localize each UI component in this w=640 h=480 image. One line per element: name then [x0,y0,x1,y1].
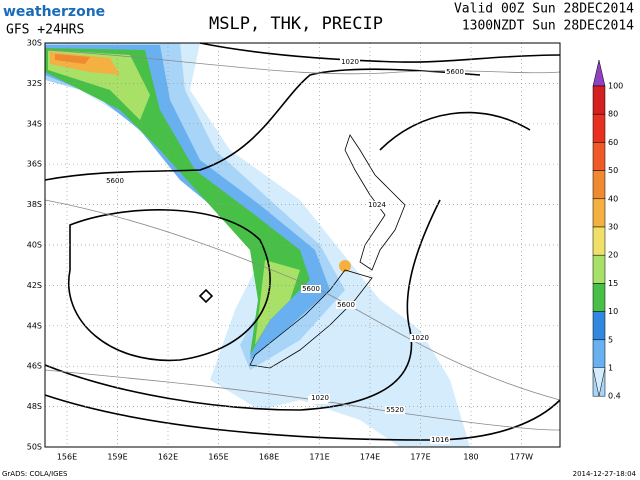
legend-label: 40 [608,194,618,203]
lat-label: 48S [27,402,42,411]
legend-label: 50 [608,166,618,175]
contour-label-bg [340,58,360,66]
lat-label: 38S [27,200,42,209]
legend-swatch [592,113,606,143]
mslp-contours [44,42,561,441]
map: 1020560010201024560056001020102055201016… [44,42,561,448]
lon-label: 159E [107,453,127,462]
brand: weatherzone [3,4,105,20]
contour-label: 5600 [446,68,464,76]
legend-label: 30 [608,223,618,232]
legend: 100 80 60 50 40 30 20 15 10 5 1 0.4 [592,59,623,401]
lon-label: 168E [259,453,279,462]
contour-label-bg [430,436,450,444]
lon-label: 162E [158,453,178,462]
legend-label: 1 [608,364,613,373]
contour-label: 1020 [411,334,429,342]
legend-label: 100 [608,82,623,91]
legend-swatch [592,198,606,228]
legend-label: 60 [608,138,618,147]
lon-label: 165E [208,453,228,462]
legend-swatch [592,85,606,115]
map-frame [44,42,561,448]
lat-label: 44S [27,321,42,330]
lat-label: 46S [27,362,42,371]
contour-label-bg [410,334,430,342]
lat-label: 40S [27,241,42,250]
contour-label: 1024 [368,201,386,209]
lat-label: 42S [27,281,42,290]
lat-label: 34S [27,119,42,128]
legend-swatch [592,339,606,369]
legend-bottom [592,367,606,397]
legend-swatch [592,142,606,171]
timestamp: 2014-12-27-18:04 [573,470,637,478]
lat-labels: 30S 32S 34S 36S 38S 40S 42S 44S 46S 48S 50S [27,39,42,452]
contour-label: 1020 [311,394,329,402]
lat-label: 30S [27,39,42,48]
contour-label: 5600 [337,301,355,309]
lat-label: 32S [27,79,42,88]
contour-label: 5600 [106,177,124,185]
valid-local: 1300NZDT Sun 28DEC2014 [462,19,634,34]
contour-label: 1020 [341,58,359,66]
lat-label: 50S [27,443,42,452]
legend-label: 20 [608,251,618,260]
lon-label: 156E [57,453,77,462]
legend-label: 10 [608,307,618,316]
coastline [249,134,406,369]
contour-labels: 1020560010201024560056001020102055201016… [105,58,465,444]
legend-swatch [592,311,606,341]
contour-label: 5600 [302,285,320,293]
legend-label: 0.4 [608,392,621,401]
credit: GrADS: COLA/IGES [2,470,68,478]
map-title: MSLP, THK, PRECIP [209,14,383,34]
contour-label: 1016 [431,436,449,444]
contour-label: 5520 [386,406,404,414]
lon-label: 177W [510,453,533,462]
contour-label-bg [367,201,387,209]
legend-swatch [592,254,606,284]
contour-label-bg [385,406,405,414]
contour-label-bg [301,285,321,293]
grid [45,43,560,447]
legend-swatch [592,226,606,256]
contour-label-bg [336,301,356,309]
lon-label: 177E [410,453,430,462]
legend-label: 5 [608,335,613,344]
legend-swatch [592,283,606,312]
contour-label-bg [445,68,465,76]
lon-label: 171E [309,453,329,462]
lat-label: 36S [27,160,42,169]
legend-swatch [592,170,606,200]
model-label: GFS +24HRS [6,23,84,38]
contour-label-bg [105,177,125,185]
lon-label: 174E [360,453,380,462]
legend-label: 80 [608,110,618,119]
valid-utc: Valid 00Z Sun 28DEC2014 [454,2,634,17]
contour-label-bg [310,394,330,402]
legend-label: 15 [608,279,618,288]
lon-label: 180 [463,453,478,462]
lon-labels: 156E 159E 162E 165E 168E 171E 174E 177E 180 177W [57,453,533,462]
